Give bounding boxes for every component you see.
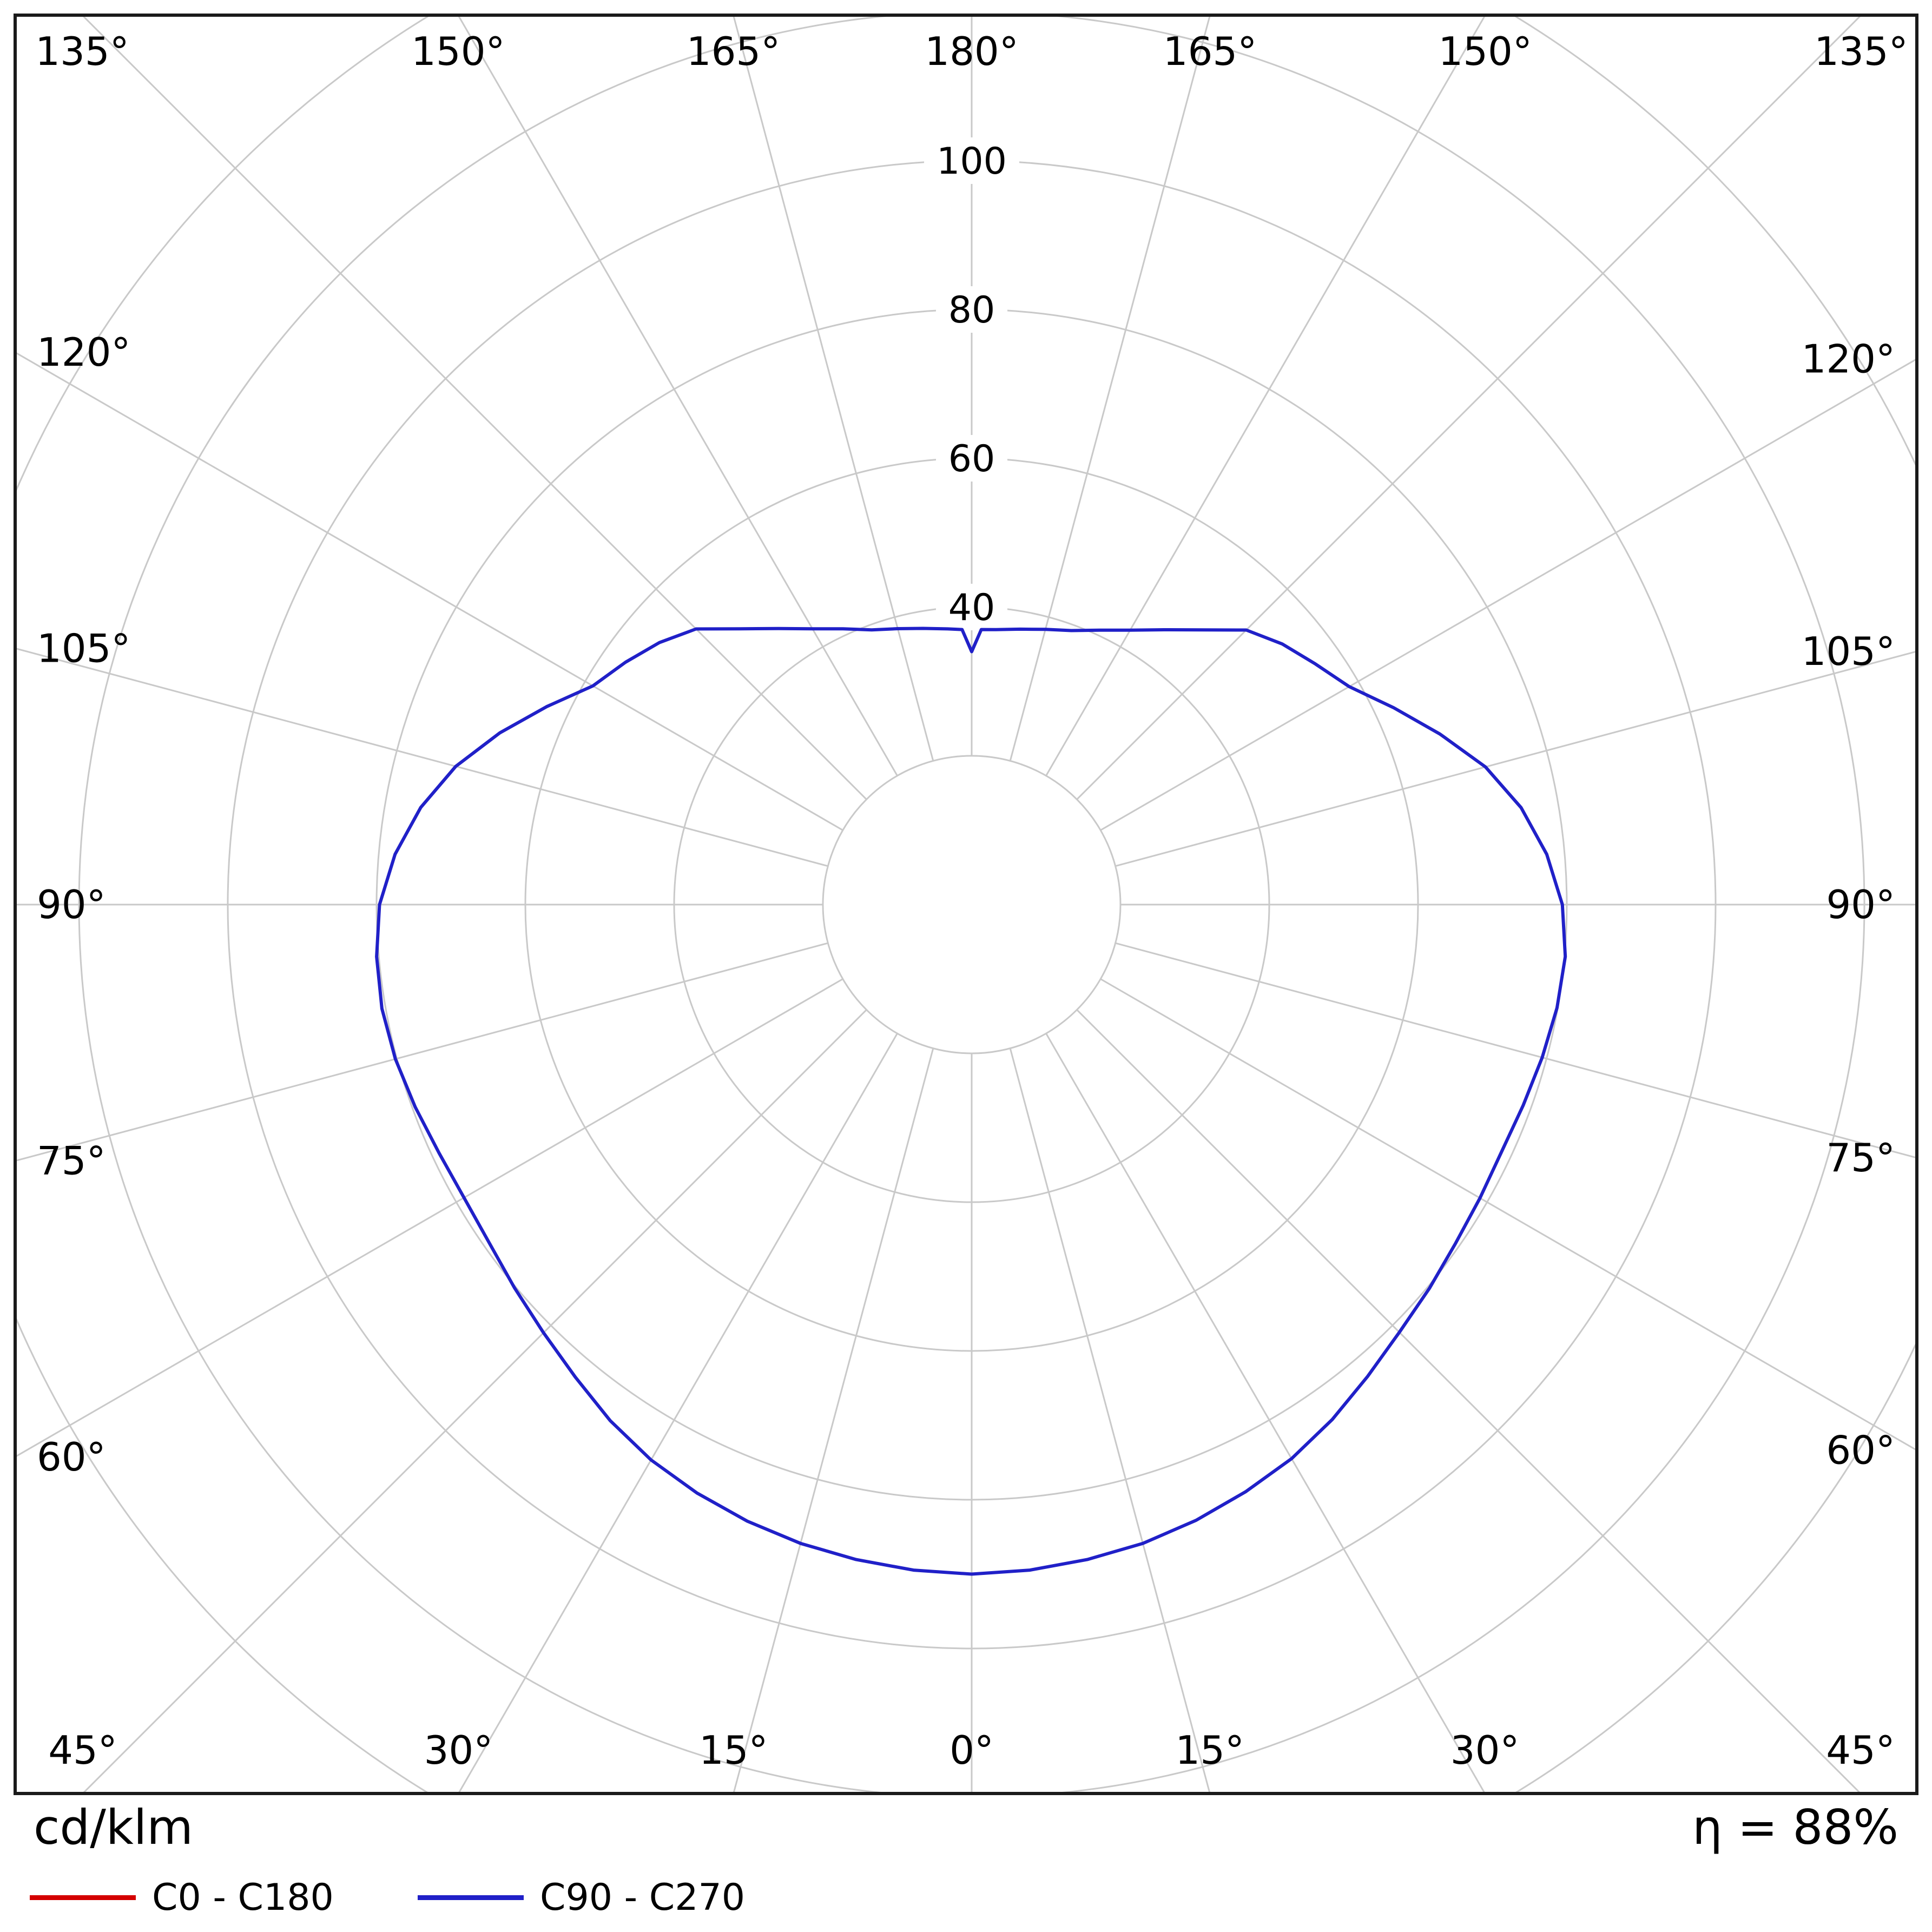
- svg-text:15°: 15°: [1175, 1727, 1244, 1773]
- svg-text:105°: 105°: [37, 625, 130, 671]
- svg-text:135°: 135°: [1814, 29, 1908, 74]
- svg-text:15°: 15°: [699, 1727, 768, 1773]
- svg-text:0°: 0°: [949, 1727, 994, 1773]
- svg-text:165°: 165°: [1163, 29, 1257, 74]
- svg-text:120°: 120°: [37, 329, 130, 375]
- svg-text:45°: 45°: [1826, 1727, 1895, 1773]
- svg-text:165°: 165°: [687, 29, 780, 74]
- svg-text:75°: 75°: [1826, 1135, 1895, 1181]
- legend-label-c90-c270: C90 - C270: [540, 1876, 746, 1919]
- svg-text:120°: 120°: [1802, 336, 1895, 381]
- efficiency-label: η = 88%: [1692, 1799, 1898, 1855]
- svg-text:180°: 180°: [925, 29, 1018, 74]
- svg-text:45°: 45°: [48, 1727, 117, 1773]
- svg-text:80: 80: [948, 289, 995, 332]
- svg-text:150°: 150°: [411, 29, 505, 74]
- c0-c180-line-swatch: [30, 1895, 136, 1900]
- svg-text:90°: 90°: [37, 882, 106, 927]
- svg-text:60: 60: [948, 438, 995, 480]
- legend-item-c0-c180: C0 - C180: [30, 1873, 334, 1922]
- svg-text:135°: 135°: [35, 29, 129, 74]
- svg-text:30°: 30°: [424, 1727, 493, 1773]
- svg-text:60°: 60°: [37, 1434, 106, 1480]
- legend-label-c0-c180: C0 - C180: [152, 1876, 334, 1919]
- svg-text:100: 100: [937, 140, 1007, 183]
- svg-text:150°: 150°: [1438, 29, 1532, 74]
- svg-text:75°: 75°: [37, 1138, 106, 1184]
- legend-item-c90-c270: C90 - C270: [418, 1873, 745, 1922]
- svg-text:30°: 30°: [1450, 1727, 1520, 1773]
- c90-c270-line-swatch: [418, 1895, 524, 1900]
- svg-text:90°: 90°: [1826, 882, 1895, 927]
- svg-text:105°: 105°: [1802, 629, 1895, 674]
- svg-text:40: 40: [948, 586, 995, 629]
- svg-text:60°: 60°: [1826, 1428, 1895, 1473]
- units-label: cd/klm: [34, 1799, 194, 1855]
